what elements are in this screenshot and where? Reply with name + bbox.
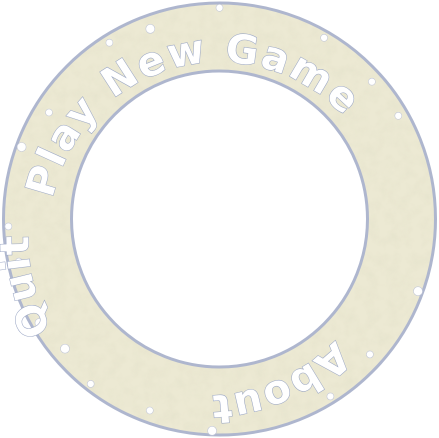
decorative-dot — [146, 406, 154, 415]
decorative-dot — [15, 257, 23, 266]
decorative-dot — [86, 380, 95, 388]
decorative-dot — [394, 112, 403, 120]
decorative-dot — [326, 392, 335, 401]
decorative-dot — [4, 222, 13, 231]
decorative-dot — [145, 23, 156, 34]
decorative-dot — [215, 4, 224, 12]
decorative-dot — [105, 38, 114, 47]
decorative-dot — [320, 33, 328, 42]
decorative-dot — [207, 425, 217, 436]
decorative-dot — [34, 318, 45, 328]
decorative-dot — [368, 77, 376, 86]
decorative-dot — [366, 350, 374, 359]
decorative-dot — [16, 142, 27, 152]
decorative-dot — [60, 343, 70, 354]
decorative-dot — [413, 286, 423, 297]
decorative-dot — [45, 108, 53, 117]
decorative-dots — [4, 4, 423, 436]
